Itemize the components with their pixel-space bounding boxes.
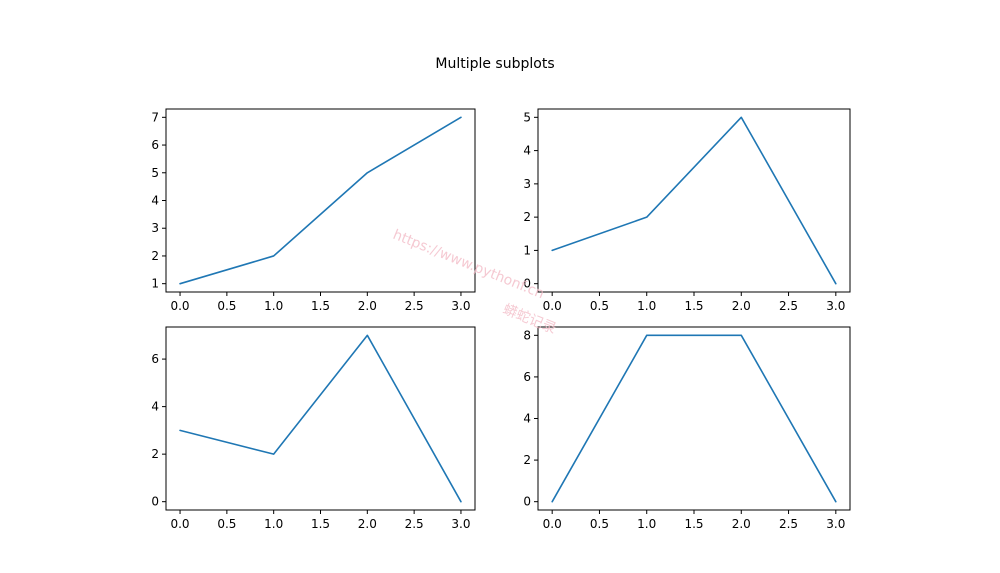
x-tick-label: 2.5 xyxy=(779,299,798,313)
y-tick-label: 3 xyxy=(151,221,159,235)
y-tick-label: 0 xyxy=(523,495,531,509)
x-tick-label: 3.0 xyxy=(451,517,470,531)
axes-frame xyxy=(165,326,476,511)
x-tick-label: 3.0 xyxy=(826,299,845,313)
y-tick-label: 6 xyxy=(151,138,159,152)
y-tick-label: 5 xyxy=(523,110,531,124)
y-tick-label: 4 xyxy=(523,412,531,426)
figure-title: Multiple subplots xyxy=(435,56,554,72)
y-tick-label: 8 xyxy=(523,328,531,342)
x-tick-label: 2.0 xyxy=(358,299,377,313)
x-tick-label: 2.0 xyxy=(358,517,377,531)
x-tick-label: 0.5 xyxy=(590,299,609,313)
x-tick-label: 3.0 xyxy=(826,517,845,531)
y-tick-label: 4 xyxy=(523,144,531,158)
axes-frame xyxy=(537,108,851,293)
subplots: 0.0 0.5 1.0 1.5 2.0 2.5 3.0 1 2 3 4 5 6 7 0.0 0.5 1.0 1.5… xyxy=(151,108,851,531)
axes-frame xyxy=(537,326,851,511)
x-tick-label: 0.5 xyxy=(217,517,236,531)
series-line-1 xyxy=(179,116,462,285)
y-tick-label: 0 xyxy=(523,277,531,291)
x-tick-label: 1.0 xyxy=(637,517,656,531)
y-tick-label: 1 xyxy=(523,243,531,257)
subplot-2: 0.0 0.5 1.0 1.5 2.0 2.5 3.0 0 1 2 3 4 5 xyxy=(523,108,851,313)
y-tick-label: 3 xyxy=(523,177,531,191)
x-tick-label: 0.5 xyxy=(217,299,236,313)
y-tick-label: 1 xyxy=(151,277,159,291)
x-tick-label: 1.5 xyxy=(311,299,330,313)
x-tick-label: 2.5 xyxy=(405,517,424,531)
y-tick-label: 6 xyxy=(523,370,531,384)
series-line-1 xyxy=(179,334,462,503)
series-line-1 xyxy=(551,116,837,285)
y-tick-label: 2 xyxy=(151,249,159,263)
series-line-1 xyxy=(551,334,837,503)
y-tick-label: 4 xyxy=(151,194,159,208)
x-tick-label: 0.0 xyxy=(170,517,189,531)
x-tick-label: 2.0 xyxy=(732,517,751,531)
y-tick-label: 5 xyxy=(151,166,159,180)
y-tick-label: 2 xyxy=(151,447,159,461)
x-tick-label: 0.0 xyxy=(543,517,562,531)
x-tick-label: 2.0 xyxy=(732,299,751,313)
subplot-3: 0.0 0.5 1.0 1.5 2.0 2.5 3.0 0 2 4 6 xyxy=(151,326,476,531)
subplot-1: 0.0 0.5 1.0 1.5 2.0 2.5 3.0 1 2 3 4 5 6 7 xyxy=(151,108,476,313)
x-tick-label: 1.0 xyxy=(264,517,283,531)
x-tick-label: 1.5 xyxy=(684,517,703,531)
x-tick-label: 1.5 xyxy=(684,299,703,313)
x-tick-label: 2.5 xyxy=(779,517,798,531)
x-tick-label: 2.5 xyxy=(405,299,424,313)
y-tick-label: 0 xyxy=(151,495,159,509)
x-tick-label: 0.0 xyxy=(543,299,562,313)
x-tick-label: 0.5 xyxy=(590,517,609,531)
subplot-4: 0.0 0.5 1.0 1.5 2.0 2.5 3.0 0 2 4 6 8 xyxy=(523,326,851,531)
x-tick-label: 1.5 xyxy=(311,517,330,531)
x-tick-label: 1.0 xyxy=(637,299,656,313)
y-tick-label: 4 xyxy=(151,400,159,414)
y-tick-label: 2 xyxy=(523,453,531,467)
x-tick-label: 3.0 xyxy=(451,299,470,313)
x-tick-label: 0.0 xyxy=(170,299,189,313)
x-tick-label: 1.0 xyxy=(264,299,283,313)
y-tick-label: 2 xyxy=(523,210,531,224)
y-tick-label: 6 xyxy=(151,352,159,366)
y-tick-label: 7 xyxy=(151,110,159,124)
